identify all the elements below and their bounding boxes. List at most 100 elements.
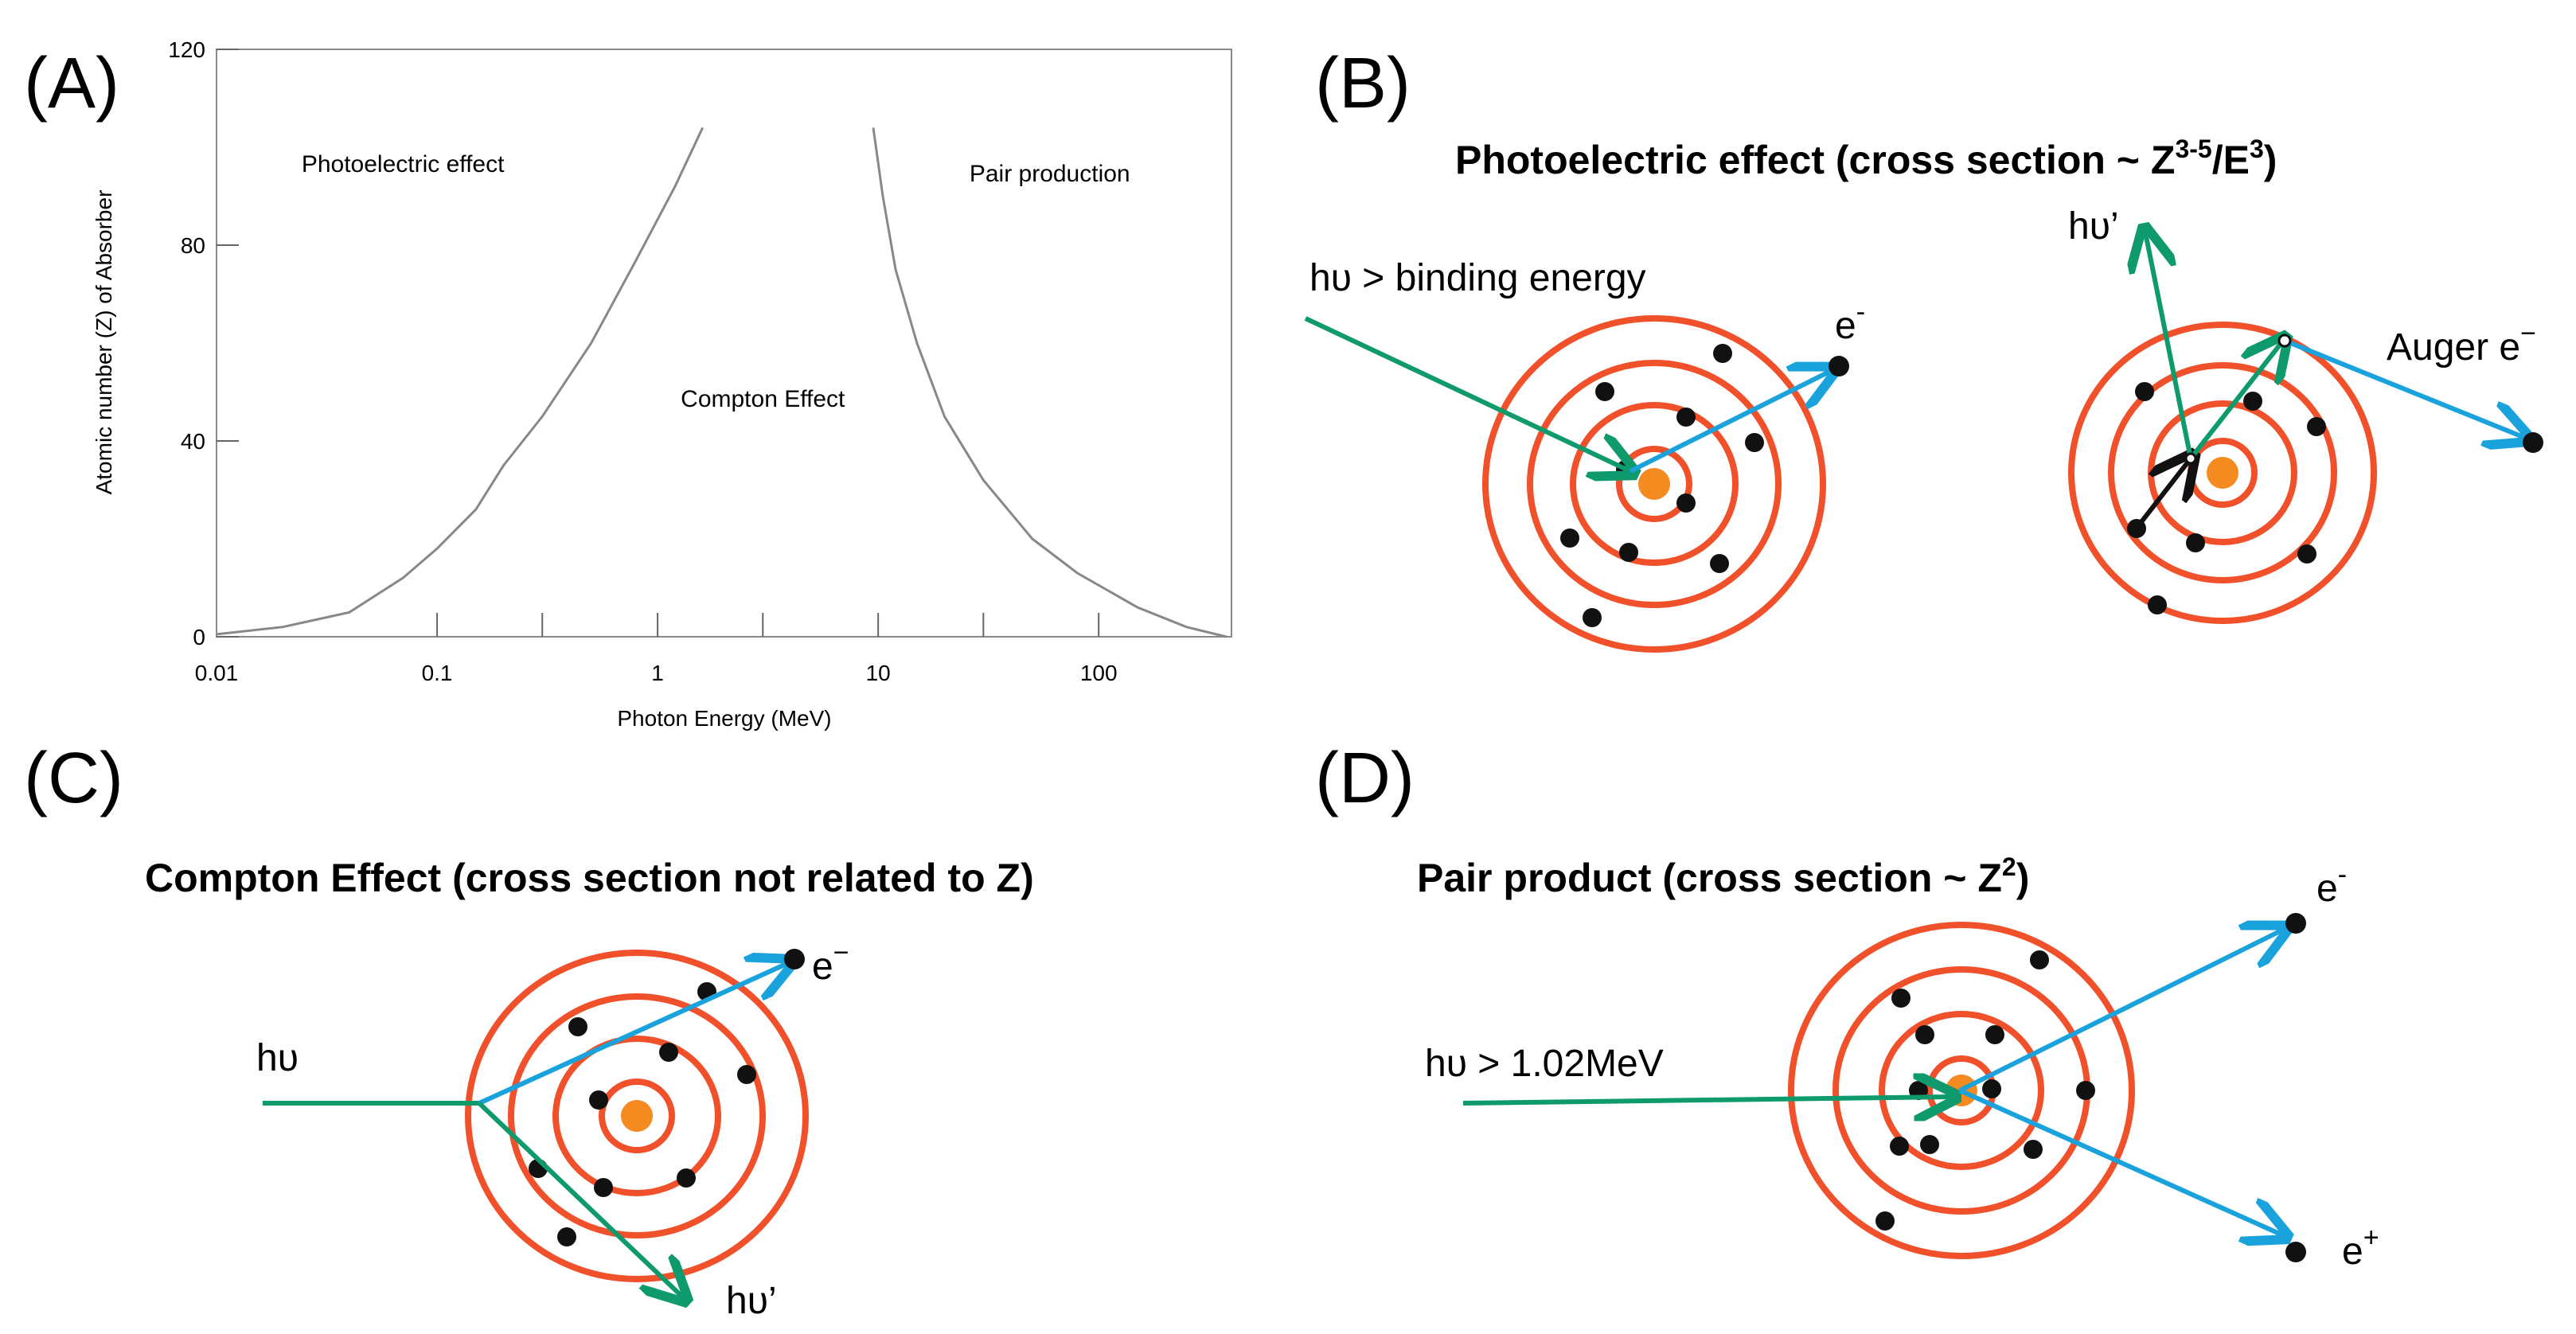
incoming-label-d: hυ > 1.02MeV xyxy=(1425,1043,1664,1085)
x-tick-label: 0.01 xyxy=(195,661,239,685)
electron-label-c-sup: − xyxy=(833,938,849,968)
electron-label-b1-base: e xyxy=(1835,305,1856,347)
x-tick-label: 10 xyxy=(866,661,891,685)
atom-b2 xyxy=(2068,322,2377,624)
nucleus xyxy=(621,1100,653,1132)
recoil-electron-arrow-c xyxy=(478,963,788,1106)
electron xyxy=(1560,529,1579,548)
electron-label-c-base: e xyxy=(812,946,833,988)
electron xyxy=(1710,554,1729,573)
electron-shell xyxy=(1527,360,1782,608)
panel-a-letter: (A) xyxy=(24,44,119,123)
auger-label-b2: Auger e− xyxy=(2387,318,2536,369)
panel-d-letter: (D) xyxy=(1315,739,1415,818)
electron xyxy=(589,1090,608,1110)
panel-b-title-main: Photoelectric effect (cross section ~ Z xyxy=(1455,138,2175,182)
pair-positron-d xyxy=(2285,1242,2306,1262)
region-label: Photoelectric effect xyxy=(302,151,505,177)
vacancy-outer-b2 xyxy=(2277,334,2292,348)
boundary-curve-2 xyxy=(872,127,1228,638)
boundary-curve-1 xyxy=(216,127,704,636)
panel-c-letter: (C) xyxy=(24,739,123,818)
electron xyxy=(677,1168,696,1188)
electron xyxy=(1619,543,1638,562)
positron-label-d: e+ xyxy=(2342,1223,2379,1273)
electron xyxy=(568,1017,587,1036)
panel-b-title-sup1: 3-5 xyxy=(2175,135,2211,163)
electron xyxy=(1982,1079,2001,1098)
scattered-photon-arrow-c xyxy=(477,1101,683,1297)
region-label: Pair production xyxy=(970,161,1130,187)
positron-label-d-sup: + xyxy=(2363,1223,2379,1253)
electron xyxy=(1676,408,1696,427)
electron-shell xyxy=(508,993,766,1238)
plot-frame xyxy=(216,49,1232,638)
y-axis-label: Atomic number (Z) of Absorber xyxy=(92,190,116,495)
fluorescence-label-b2: hυ’ xyxy=(2068,205,2119,248)
panel-b-title-mid: /E xyxy=(2212,138,2250,182)
y-tick-label: 40 xyxy=(181,429,205,454)
positron-arrow-d xyxy=(1958,1088,2283,1235)
electron-shell xyxy=(1570,402,1739,566)
electron-arrow-d xyxy=(1958,930,2283,1093)
panel-c: (C) Compton Effect (cross section not re… xyxy=(24,739,1034,1322)
electron-shell xyxy=(599,1079,675,1153)
nucleus xyxy=(1638,468,1670,500)
panel-d-title: Pair product (cross section ~ Z2) xyxy=(1417,852,2029,900)
chart-a: Atomic number (Z) of Absorber Photon Ene… xyxy=(92,37,1228,731)
recoil-electron-c xyxy=(784,949,805,969)
electron-shell xyxy=(1482,315,1826,653)
electron xyxy=(1890,1137,1909,1156)
electron xyxy=(1595,382,1614,401)
y-tick-label: 80 xyxy=(181,233,205,258)
electron-label-d: e- xyxy=(2316,860,2347,910)
panel-d-title-end: ) xyxy=(2016,856,2030,900)
panel-d-title-main: Pair product (cross section ~ Z xyxy=(1417,856,2002,900)
photoelectron-arrow-b1 xyxy=(1629,371,1831,474)
x-tick-label: 100 xyxy=(1080,661,1118,685)
electron xyxy=(557,1227,576,1246)
electron xyxy=(1583,608,1602,627)
electron-shell xyxy=(465,950,809,1282)
scattered-label-c: hυ’ xyxy=(726,1280,777,1322)
panel-d-title-sup: 2 xyxy=(2002,852,2016,881)
electron xyxy=(2024,1140,2043,1159)
internal-photon-arrow-b2 xyxy=(2188,341,2283,460)
auger-label-b2-sup: − xyxy=(2520,318,2536,349)
panel-b-letter: (B) xyxy=(1315,44,1411,123)
incoming-photon-arrow-d xyxy=(1462,1097,1952,1103)
atom-b1 xyxy=(1482,315,1826,653)
electron xyxy=(1676,493,1696,513)
incoming-photon-arrow-b1 xyxy=(1304,316,1630,471)
electron xyxy=(1745,433,1764,452)
electron-shell xyxy=(2108,362,2337,583)
panel-a: (A) Atomic number (Z) of Absorber Photon… xyxy=(24,37,1232,731)
electron xyxy=(1875,1211,1895,1231)
electron xyxy=(2030,950,2049,969)
electron-shell xyxy=(1616,446,1692,522)
electron-transition-arrow-b2 xyxy=(2133,458,2191,532)
electron xyxy=(1915,1025,1934,1044)
x-axis-label: Photon Energy (MeV) xyxy=(617,706,831,731)
y-tick-label: 120 xyxy=(168,37,205,62)
electron xyxy=(659,1043,678,1062)
electron-shell xyxy=(1788,922,2135,1259)
panel-b-title: Photoelectric effect (cross section ~ Z3… xyxy=(1455,135,2277,182)
electron xyxy=(1920,1135,1939,1154)
electron xyxy=(2243,392,2262,411)
electron-label-c: e− xyxy=(812,938,849,988)
y-tick-label: 0 xyxy=(193,625,205,649)
electron xyxy=(737,1065,756,1084)
panel-b: (B) Photoelectric effect (cross section … xyxy=(1304,44,2543,653)
region-label: Compton Effect xyxy=(681,386,845,412)
vacancy-inner-b2 xyxy=(2184,452,2197,465)
auger-electron-arrow-b2 xyxy=(2283,338,2525,438)
x-tick-label: 1 xyxy=(651,661,664,685)
positron-label-d-base: e xyxy=(2342,1231,2363,1273)
nucleus xyxy=(2207,457,2238,489)
panel-c-title: Compton Effect (cross section not relate… xyxy=(145,856,1034,900)
panel-d: (D) Pair product (cross section ~ Z2) hυ… xyxy=(1315,739,2379,1273)
electron xyxy=(1713,344,1732,363)
electron xyxy=(2186,533,2205,552)
